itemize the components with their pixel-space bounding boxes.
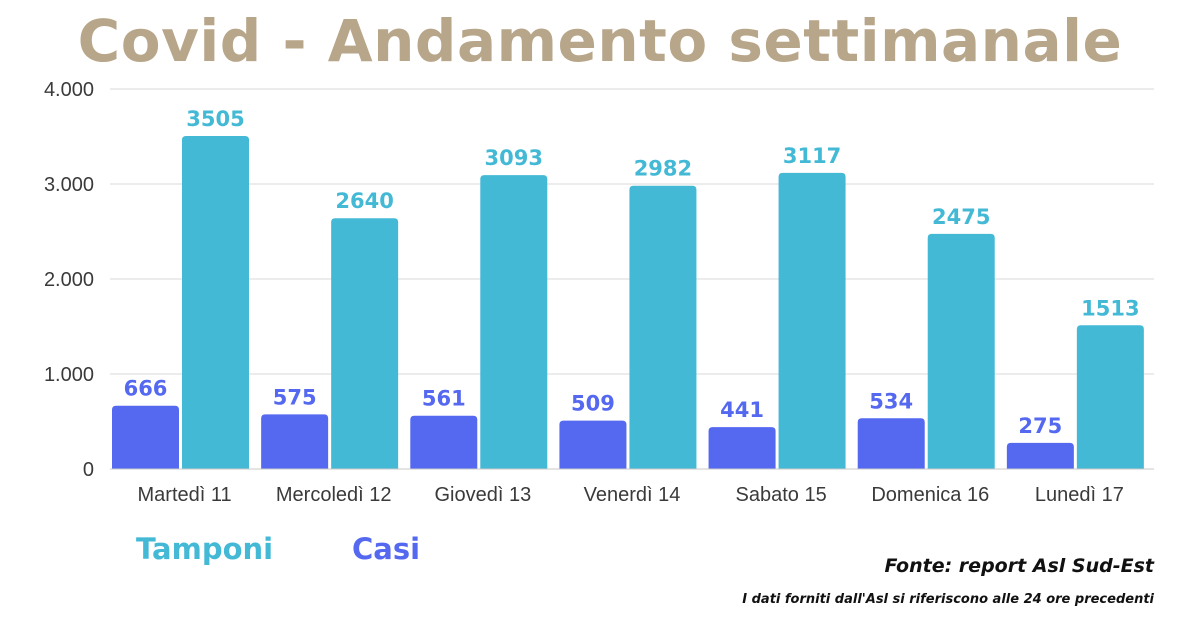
data-label-casi: 561 (422, 387, 466, 411)
bar-casi (112, 405, 179, 469)
legend-tamponi: Tamponi (136, 532, 274, 566)
data-label-casi: 509 (571, 392, 615, 416)
bar-casi (410, 415, 478, 469)
bar-tamponi (182, 136, 249, 469)
data-label-casi: 534 (869, 389, 913, 413)
y-tick-label: 4.000 (44, 79, 94, 101)
bar-casi (857, 418, 925, 469)
x-tick-label: Venerdì 14 (584, 484, 681, 506)
bar-tamponi (331, 218, 399, 469)
y-tick-label: 3.000 (44, 174, 94, 196)
axes: 0 1.000 2.000 3.000 4.000 Martedì 11 Mercoledì… (44, 79, 1154, 506)
x-tick-label: Giovedì 13 (434, 484, 531, 506)
chart-title: Covid - Andamento settimanale (77, 7, 1123, 75)
x-tick-label: Sabato 15 (736, 484, 827, 506)
x-tick-label: Martedì 11 (138, 484, 232, 506)
bar-tamponi (778, 172, 846, 469)
bar-casi (559, 420, 627, 469)
data-label-tamponi: 3093 (485, 146, 543, 170)
bar-tamponi (1076, 325, 1144, 469)
data-label-casi: 441 (720, 398, 764, 422)
legend-casi: Casi (352, 532, 421, 566)
data-label-casi: 275 (1018, 414, 1062, 438)
data-label-casi: 575 (273, 385, 317, 409)
data-label-tamponi: 3117 (783, 144, 841, 168)
note-text: I dati forniti dall'Asl si riferiscono a… (742, 592, 1154, 607)
bar-casi (1006, 442, 1074, 469)
y-tick-label: 2.000 (44, 269, 94, 291)
x-tick-label: Lunedì 17 (1035, 484, 1124, 506)
data-label-tamponi: 2982 (634, 157, 692, 181)
data-label-casi: 666 (124, 377, 168, 401)
x-tick-label: Domenica 16 (871, 484, 989, 506)
bar-casi (261, 414, 329, 469)
bar-tamponi (629, 185, 697, 469)
source-text: Fonte: report Asl Sud-Est (884, 555, 1154, 577)
data-label-tamponi: 1513 (1081, 296, 1139, 320)
bars (112, 136, 1144, 470)
data-label-tamponi: 3505 (186, 107, 244, 131)
bar-casi (708, 427, 776, 469)
x-tick-label: Mercoledì 12 (276, 484, 392, 506)
bar-tamponi (480, 175, 548, 470)
bar-tamponi (927, 233, 995, 469)
y-tick-label: 1.000 (44, 364, 94, 386)
y-tick-label: 0 (83, 459, 94, 481)
data-labels: 666 3505 575 2640 561 3093 509 2982 441 3117 534 24… (124, 107, 1140, 438)
data-label-tamponi: 2475 (932, 205, 990, 229)
data-label-tamponi: 2640 (335, 189, 393, 213)
